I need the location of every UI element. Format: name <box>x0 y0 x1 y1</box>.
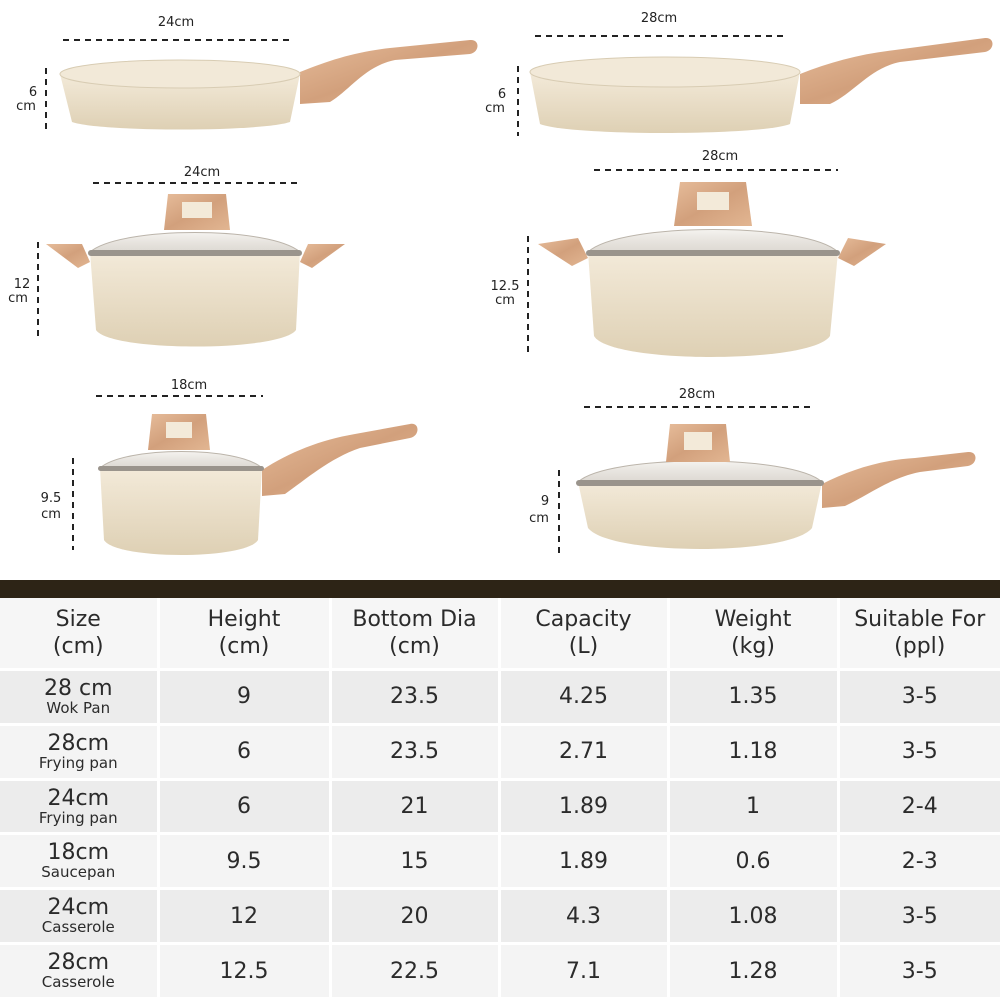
weight-cell: 1.08 <box>668 888 840 946</box>
header-suitable-for: Suitable For (ppl) <box>838 598 1000 671</box>
frying-pan-24-image: 24cm 6 cm <box>16 15 478 132</box>
table-row: 28cm Frying pan 6 23.5 2.71 1.18 3-5 <box>0 724 1000 781</box>
saucepan-18-height-unit: cm <box>41 507 61 522</box>
frying-pan-28-height-unit: cm <box>485 101 505 116</box>
table-row: 24cm Casserole 12 20 4.3 1.08 3-5 <box>0 888 1000 946</box>
weight-cell: 1.18 <box>668 724 840 781</box>
capacity-cell: 4.3 <box>499 888 670 946</box>
saucepan-18-image: 18cm 9.5 cm <box>41 378 418 555</box>
capacity-cell: 1.89 <box>499 833 670 891</box>
saucepan-18-width-label: 18cm <box>171 378 207 393</box>
table-row: 18cm Saucepan 9.5 15 1.89 0.6 2-3 <box>0 833 1000 891</box>
suitable-cell: 2-3 <box>838 833 1000 891</box>
header-capacity: Capacity (L) <box>499 598 670 671</box>
specifications-table: Size (cm) Height (cm) Bottom Dia (cm) Capac… <box>0 598 1000 1000</box>
size-cell: 28cm Frying pan <box>0 724 160 781</box>
capacity-cell: 1.89 <box>499 779 670 836</box>
frying-pan-24-height-label: 6 <box>29 85 37 100</box>
frying-pan-24-height-unit: cm <box>16 99 36 114</box>
casserole-28-image: 28cm 12.5 cm <box>491 149 886 357</box>
size-cell: 28cm Casserole <box>0 943 160 1000</box>
wok-pan-28-height-unit: cm <box>529 511 549 526</box>
casserole-24-height-unit: cm <box>8 291 28 306</box>
suitable-cell: 3-5 <box>838 724 1000 781</box>
frying-pan-24-width-label: 24cm <box>158 15 194 30</box>
header-size: Size (cm) <box>0 598 160 671</box>
casserole-24-image: 24cm 12 cm <box>8 165 345 347</box>
saucepan-18-height-label: 9.5 <box>41 491 62 506</box>
bottom-dia-cell: 20 <box>330 888 501 946</box>
height-cell: 6 <box>158 779 332 836</box>
height-cell: 6 <box>158 724 332 781</box>
suitable-cell: 3-5 <box>838 943 1000 1000</box>
bottom-dia-cell: 23.5 <box>330 724 501 781</box>
suitable-cell: 3-5 <box>838 888 1000 946</box>
height-cell: 12.5 <box>158 943 332 1000</box>
table-row: 24cm Frying pan 6 21 1.89 1 2-4 <box>0 779 1000 836</box>
capacity-cell: 2.71 <box>499 724 670 781</box>
suitable-cell: 2-4 <box>838 779 1000 836</box>
cookware-product-photo: 24cm 6 cm 28cm 6 cm 24cm 12 cm <box>8 11 993 556</box>
bottom-dia-cell: 15 <box>330 833 501 891</box>
wok-pan-28-height-label: 9 <box>541 494 549 509</box>
height-cell: 12 <box>158 888 332 946</box>
capacity-cell: 7.1 <box>499 943 670 1000</box>
height-cell: 9 <box>158 669 332 726</box>
weight-cell: 1 <box>668 779 840 836</box>
header-height: Height (cm) <box>158 598 332 671</box>
table-row: 28 cm Wok Pan 9 23.5 4.25 1.35 3-5 <box>0 669 1000 726</box>
size-cell: 18cm Saucepan <box>0 833 160 891</box>
wok-pan-28-image: 28cm 9 cm <box>529 387 976 556</box>
casserole-28-width-label: 28cm <box>702 149 738 164</box>
table-header-row: Size (cm) Height (cm) Bottom Dia (cm) Capac… <box>0 598 1000 671</box>
wok-pan-28-width-label: 28cm <box>679 387 715 402</box>
size-cell: 28 cm Wok Pan <box>0 669 160 726</box>
casserole-28-height-label: 12.5 <box>491 279 520 294</box>
header-bottom-dia: Bottom Dia (cm) <box>330 598 501 671</box>
size-cell: 24cm Frying pan <box>0 779 160 836</box>
bottom-dia-cell: 22.5 <box>330 943 501 1000</box>
bottom-dia-cell: 21 <box>330 779 501 836</box>
height-cell: 9.5 <box>158 833 332 891</box>
frying-pan-28-image: 28cm 6 cm <box>485 11 993 136</box>
casserole-24-width-label: 24cm <box>184 165 220 180</box>
weight-cell: 0.6 <box>668 833 840 891</box>
casserole-24-height-label: 12 <box>14 277 31 292</box>
table-row: 28cm Casserole 12.5 22.5 7.1 1.28 3-5 <box>0 943 1000 1000</box>
suitable-cell: 3-5 <box>838 669 1000 726</box>
capacity-cell: 4.25 <box>499 669 670 726</box>
header-weight: Weight (kg) <box>668 598 840 671</box>
weight-cell: 1.35 <box>668 669 840 726</box>
weight-cell: 1.28 <box>668 943 840 1000</box>
size-cell: 24cm Casserole <box>0 888 160 946</box>
bottom-dia-cell: 23.5 <box>330 669 501 726</box>
section-divider <box>0 580 1000 598</box>
frying-pan-28-height-label: 6 <box>498 87 506 102</box>
frying-pan-28-width-label: 28cm <box>641 11 677 26</box>
casserole-28-height-unit: cm <box>495 293 515 308</box>
